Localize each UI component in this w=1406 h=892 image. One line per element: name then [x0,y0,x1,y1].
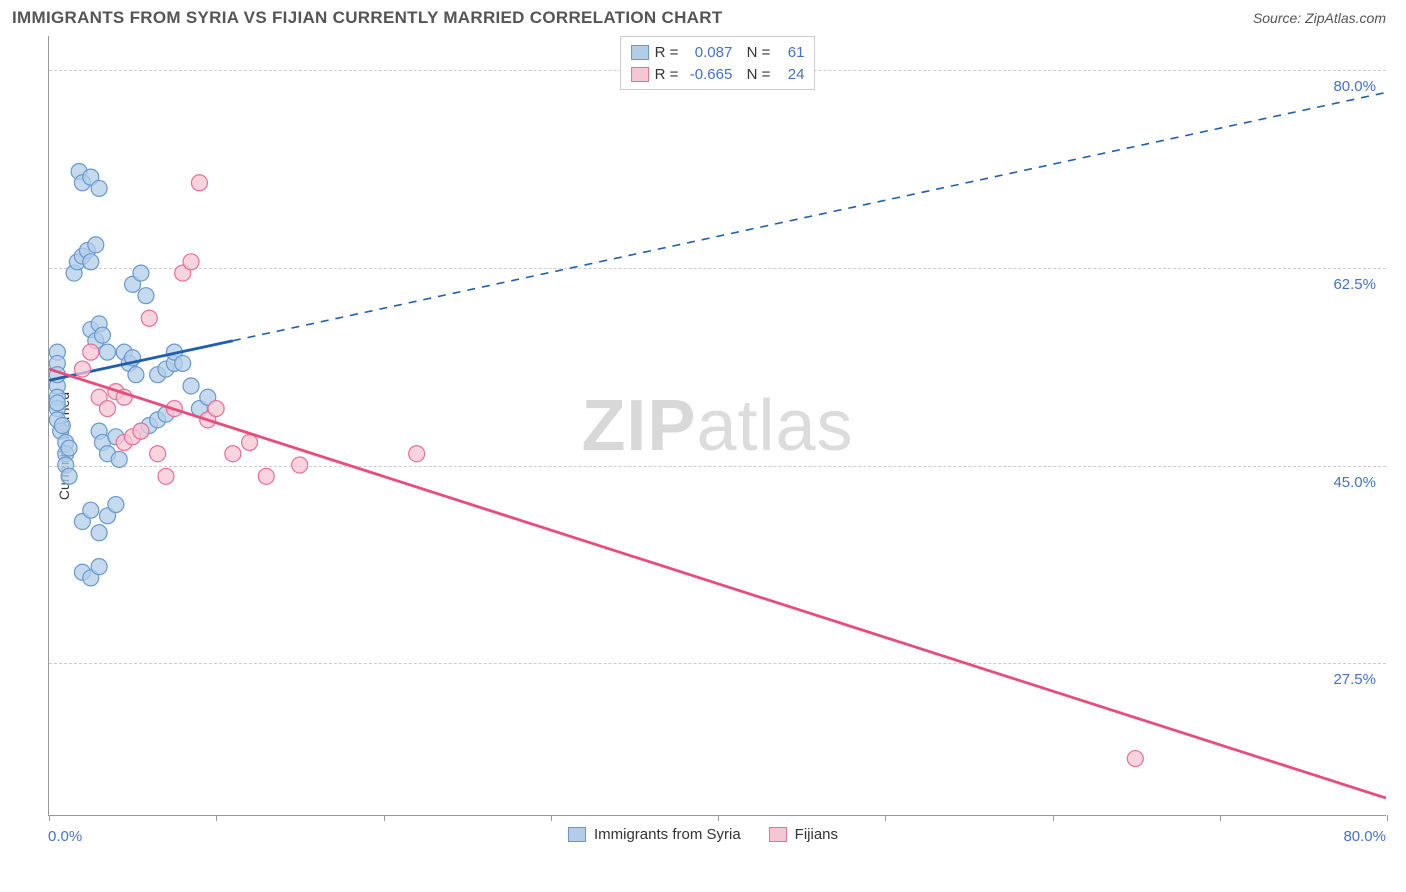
point-fijians [292,457,308,473]
point-syria [99,344,115,360]
trend-solid-fijians [49,369,1386,798]
point-syria [61,468,77,484]
point-syria [138,288,154,304]
point-syria [49,395,65,411]
r-label: R = [655,66,679,83]
point-fijians [133,423,149,439]
point-syria [88,237,104,253]
x-tick [1387,815,1388,821]
point-syria [108,497,124,513]
point-fijians [158,468,174,484]
x-tick [49,815,50,821]
x-tick [384,815,385,821]
point-fijians [225,446,241,462]
point-fijians [150,446,166,462]
plot-area: ZIPatlas R = 0.087 N = 61 R = -0.665 N =… [48,36,1386,816]
swatch-fijians [631,67,649,82]
x-axis-min-label: 0.0% [48,828,82,845]
legend-swatch-fijians [769,827,787,842]
point-fijians [191,175,207,191]
chart-header: IMMIGRANTS FROM SYRIA VS FIJIAN CURRENTL… [0,0,1406,32]
point-fijians [1127,751,1143,767]
n-value-syria: 61 [776,44,804,61]
point-syria [128,367,144,383]
chart-title: IMMIGRANTS FROM SYRIA VS FIJIAN CURRENTL… [12,8,723,28]
point-syria [91,559,107,575]
point-syria [133,265,149,281]
swatch-syria [631,45,649,60]
n-label: N = [738,66,770,83]
stats-row-syria: R = 0.087 N = 61 [631,41,805,63]
legend-swatch-syria [568,827,586,842]
trend-dashed-syria [233,92,1386,340]
chart-source: Source: ZipAtlas.com [1253,10,1386,26]
point-fijians [409,446,425,462]
point-fijians [83,344,99,360]
point-syria [94,327,110,343]
x-axis-max-label: 80.0% [1343,828,1386,845]
point-fijians [208,401,224,417]
point-syria [54,418,70,434]
point-syria [83,254,99,270]
point-syria [91,525,107,541]
point-syria [111,451,127,467]
r-value-fijians: -0.665 [684,66,732,83]
point-fijians [99,401,115,417]
point-fijians [141,310,157,326]
stats-row-fijians: R = -0.665 N = 24 [631,63,805,85]
x-tick [885,815,886,821]
point-syria [183,378,199,394]
r-value-syria: 0.087 [684,44,732,61]
x-tick [551,815,552,821]
point-fijians [258,468,274,484]
stats-legend: R = 0.087 N = 61 R = -0.665 N = 24 [620,36,816,90]
legend-item-fijians: Fijians [769,826,838,843]
series-legend: Immigrants from Syria Fijians [568,826,838,843]
n-value-fijians: 24 [776,66,804,83]
x-tick [1220,815,1221,821]
x-tick [718,815,719,821]
point-syria [83,502,99,518]
point-syria [175,355,191,371]
point-syria [61,440,77,456]
legend-label-syria: Immigrants from Syria [594,826,741,843]
r-label: R = [655,44,679,61]
point-syria [91,180,107,196]
legend-item-syria: Immigrants from Syria [568,826,741,843]
n-label: N = [738,44,770,61]
legend-label-fijians: Fijians [795,826,838,843]
x-tick [1053,815,1054,821]
point-fijians [74,361,90,377]
point-fijians [242,434,258,450]
scatter-svg [49,36,1386,815]
point-fijians [183,254,199,270]
x-tick [216,815,217,821]
